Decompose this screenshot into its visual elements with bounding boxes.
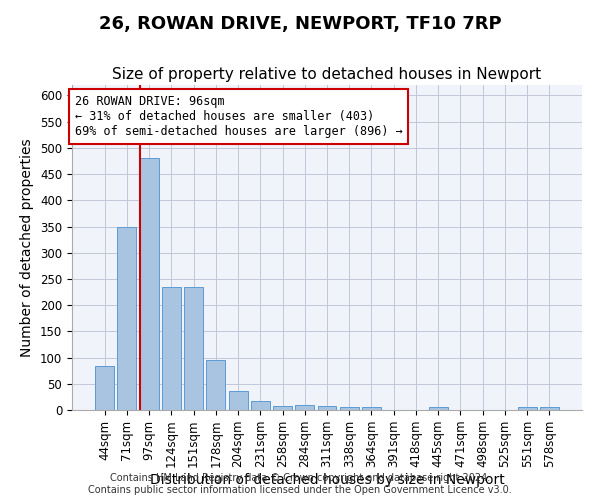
Bar xyxy=(140,158,158,410)
Bar xyxy=(295,406,314,410)
Bar xyxy=(162,287,181,410)
Text: Contains HM Land Registry data © Crown copyright and database right 2024.
Contai: Contains HM Land Registry data © Crown c… xyxy=(88,474,512,495)
Text: 26 ROWAN DRIVE: 96sqm
← 31% of detached houses are smaller (403)
69% of semi-det: 26 ROWAN DRIVE: 96sqm ← 31% of detached … xyxy=(74,94,403,138)
Bar xyxy=(317,406,337,410)
Bar xyxy=(251,401,270,410)
Bar xyxy=(229,390,248,410)
Y-axis label: Number of detached properties: Number of detached properties xyxy=(20,138,34,357)
Bar xyxy=(362,408,381,410)
Bar xyxy=(118,226,136,410)
Bar xyxy=(340,408,359,410)
Bar xyxy=(206,360,225,410)
Bar xyxy=(273,406,292,410)
Bar xyxy=(429,407,448,410)
Bar xyxy=(95,366,114,410)
Bar xyxy=(518,407,536,410)
Title: Size of property relative to detached houses in Newport: Size of property relative to detached ho… xyxy=(112,68,542,82)
X-axis label: Distribution of detached houses by size in Newport: Distribution of detached houses by size … xyxy=(149,473,505,487)
Bar xyxy=(540,407,559,410)
Text: 26, ROWAN DRIVE, NEWPORT, TF10 7RP: 26, ROWAN DRIVE, NEWPORT, TF10 7RP xyxy=(98,15,502,33)
Bar xyxy=(184,287,203,410)
